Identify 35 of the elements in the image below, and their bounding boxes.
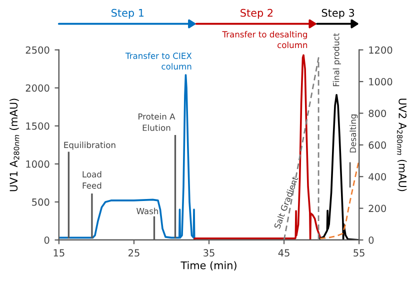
y-tick-label: 1000 [26, 160, 50, 168]
y2-tick-label: 200 [368, 204, 386, 212]
y2-tick-label: 1000 [369, 78, 392, 86]
annotation: Protein A Elution [138, 113, 176, 131]
text: Step 3 [322, 8, 354, 19]
y-tick-label: 1500 [26, 122, 50, 130]
y-tick-label: 2500 [26, 46, 50, 54]
annotation: Final product [332, 33, 341, 86]
y2-tick-label: 400 [368, 173, 386, 180]
line-series [193, 54, 321, 240]
line-series [319, 94, 360, 240]
x-tick-label: 15 [54, 249, 64, 257]
y2-tick-label: 600 [368, 141, 386, 149]
x-tick-label: 55 [354, 249, 364, 257]
text: Transfer to desalting column [222, 31, 308, 48]
annotation: Transfer to CIEX column [125, 52, 192, 70]
x-axis-title: Time (min) [180, 261, 236, 270]
y2-tick-label: 800 [368, 110, 386, 118]
annotation: Wash [136, 208, 158, 214]
y-tick-label: 2000 [26, 84, 50, 92]
x-tick-label: 25 [128, 249, 140, 257]
annotation: Equilibration [64, 142, 116, 150]
y-tick-label: 500 [32, 198, 50, 206]
text: Step 1 [112, 8, 144, 19]
text: Step 2 [240, 8, 273, 19]
y2-tick-label: 1200 [369, 46, 392, 54]
annotation: Load Feed [82, 171, 102, 189]
annotation: Desalting [350, 114, 358, 152]
line-series [58, 74, 196, 240]
x-tick-label: 45 [278, 249, 290, 257]
y2-tick-label: 0 [368, 236, 374, 244]
y-tick-label: 0 [44, 236, 50, 244]
y-axis-title: UV1 A$_{280nm}$ (mAU) [10, 98, 20, 192]
x-tick-label: 35 [204, 249, 214, 257]
y2-axis-title: UV2 A$_{280nm}$ (mAU) [397, 98, 407, 192]
